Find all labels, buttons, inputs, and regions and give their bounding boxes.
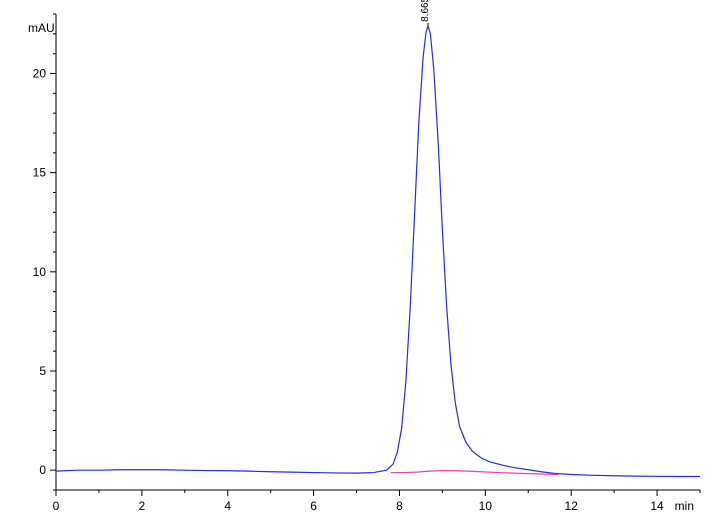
x-tick-label: 10 — [479, 499, 493, 513]
x-axis-label: min — [675, 499, 694, 513]
x-tick-label: 0 — [53, 499, 60, 513]
y-tick-label: 15 — [33, 166, 47, 180]
y-tick-label: 10 — [33, 265, 47, 279]
x-tick-label: 2 — [139, 499, 146, 513]
x-tick-label: 8 — [396, 499, 403, 513]
baseline-trace — [391, 471, 558, 475]
chromatogram-chart: 0 2 4 6 8 10 12 14 min 0 5 10 15 20 mAU 8.665 — [0, 0, 720, 528]
y-axis-label: mAU — [28, 21, 55, 35]
y-tick-label: 20 — [33, 67, 47, 81]
x-tick-label: 6 — [310, 499, 317, 513]
detector-trace — [56, 26, 700, 477]
y-tick-label: 5 — [39, 364, 46, 378]
peak-label: 8.665 — [420, 0, 431, 22]
y-tick-label: 0 — [39, 463, 46, 477]
x-tick-label: 14 — [650, 499, 664, 513]
x-tick-label: 4 — [224, 499, 231, 513]
x-tick-label: 12 — [565, 499, 579, 513]
